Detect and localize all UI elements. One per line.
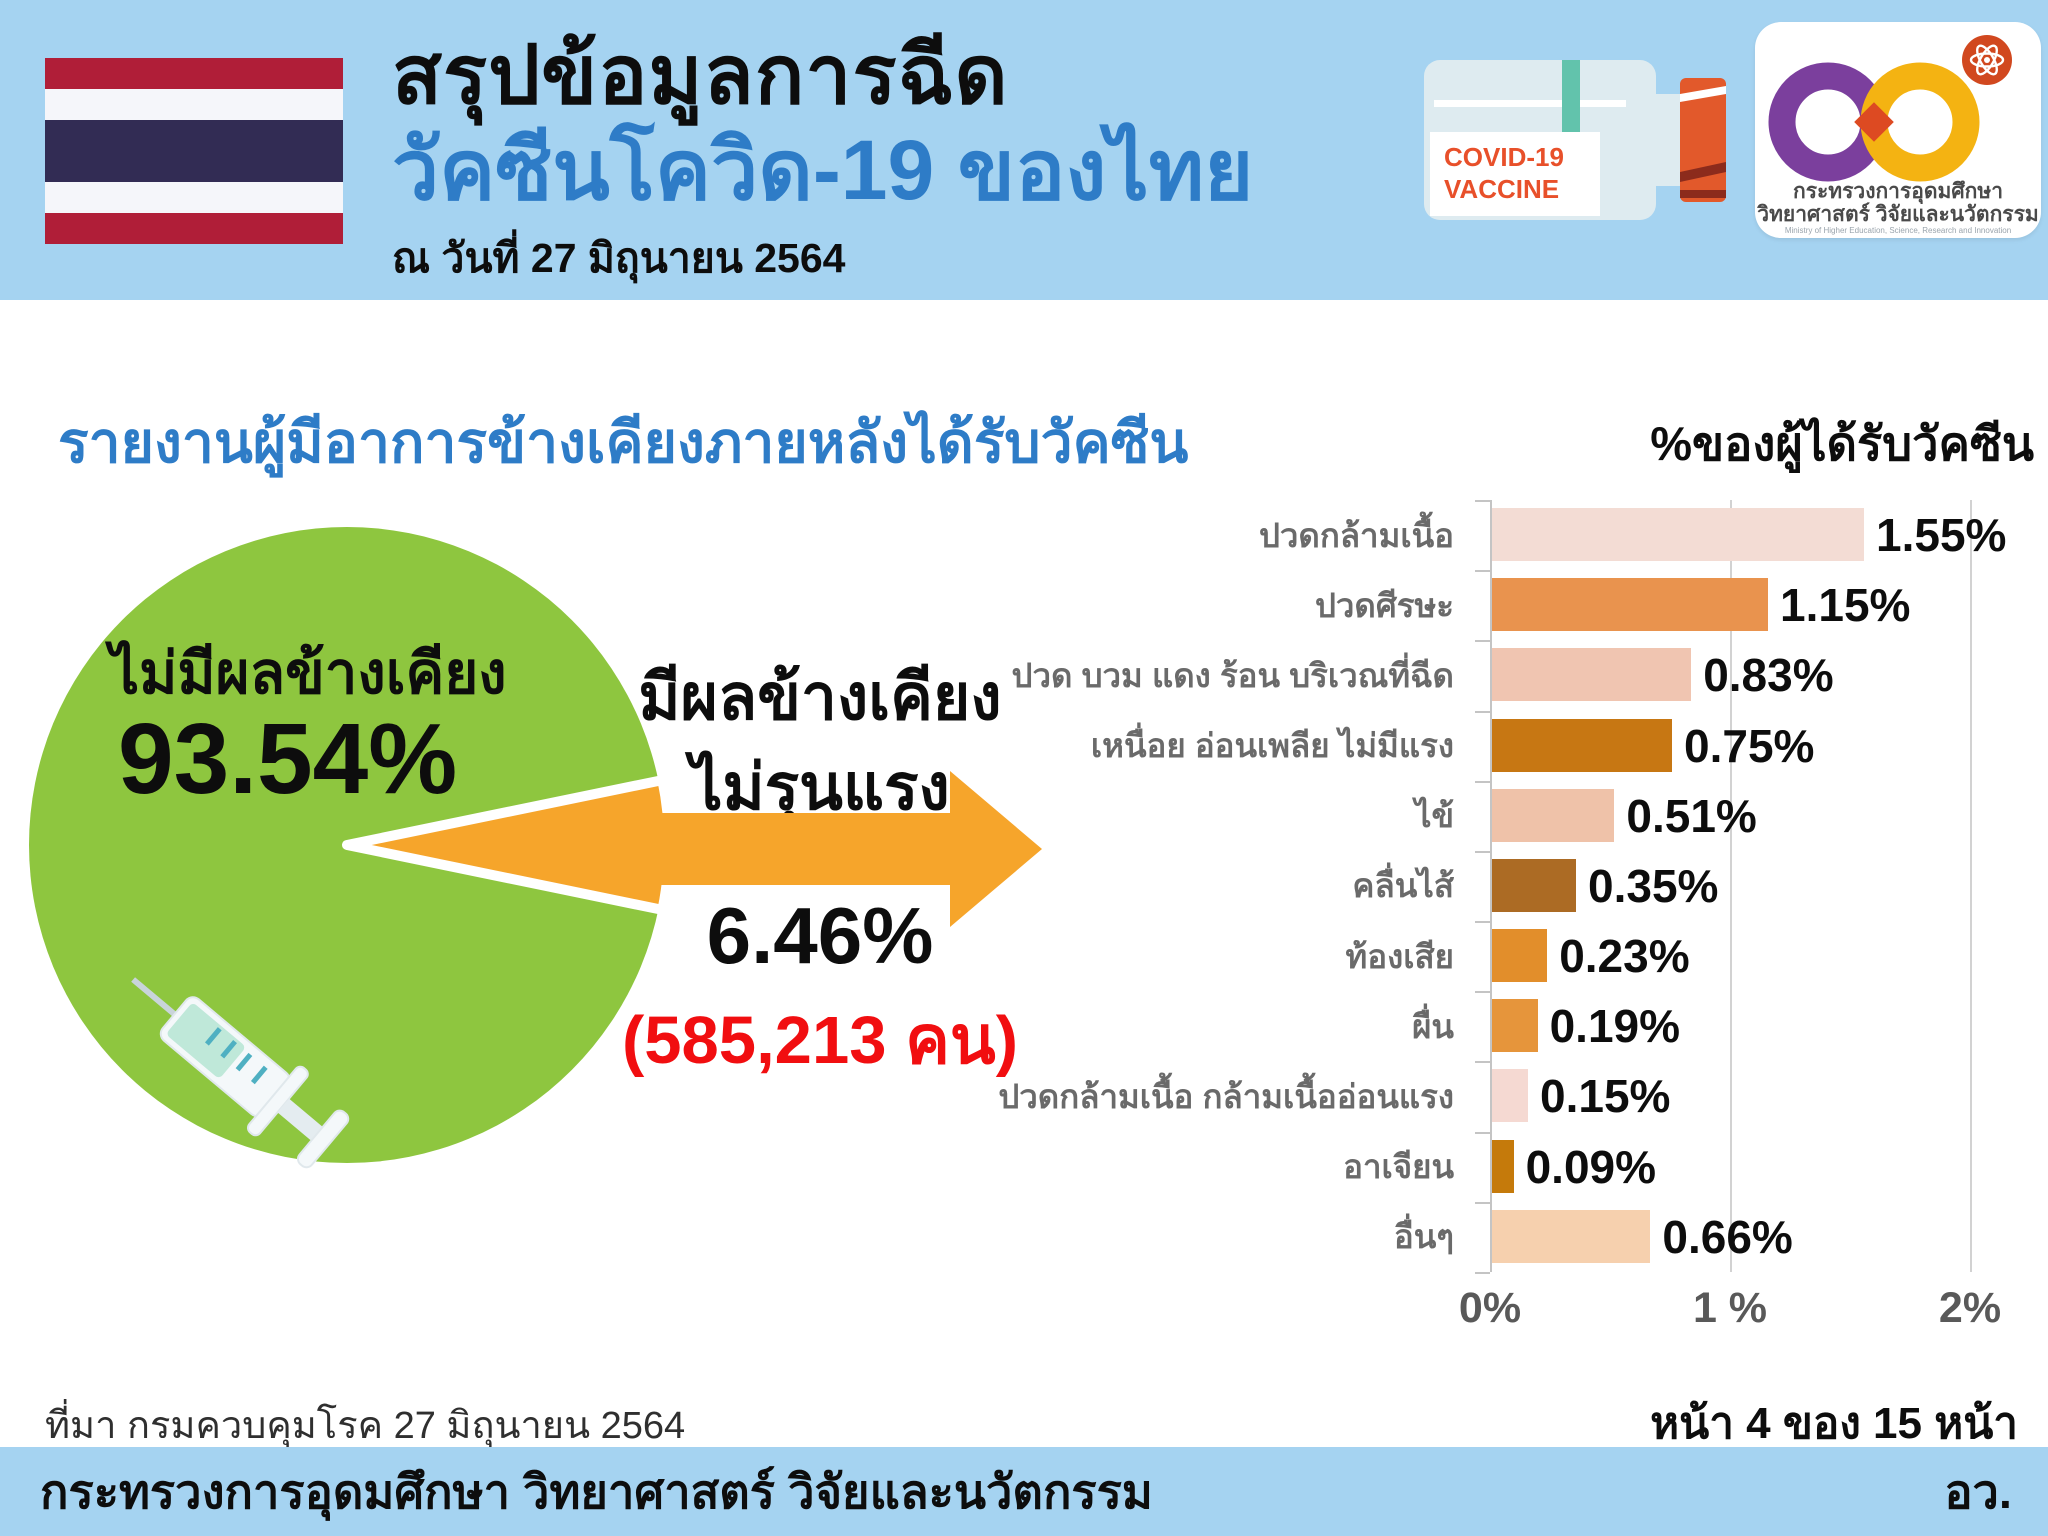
bar <box>1492 999 1538 1053</box>
bar-category-label: เหนื่อย อ่อนเพลีย ไม่มีแรง <box>1090 727 1454 765</box>
bar-value-label: 0.51% <box>1626 789 1757 842</box>
flag-stripe <box>45 89 343 120</box>
footer-bar: กระทรวงการอุดมศึกษา วิทยาศาสตร์ วิจัยและ… <box>0 1447 2048 1536</box>
x-axis-tick-label: 1 % <box>1692 1284 1768 1332</box>
bar <box>1492 858 1576 912</box>
bar <box>1492 1069 1528 1123</box>
vaccine-vial-icon: COVID-19 VACCINE <box>1424 60 1726 220</box>
axis-tick <box>1475 1131 1490 1134</box>
axis-tick <box>1475 850 1490 853</box>
report-date: ณ วันที่ 27 มิถุนายน 2564 <box>392 235 846 281</box>
bar-category-label: ปวดกล้ามเนื้อ กล้ามเนื้ออ่อนแรง <box>998 1077 1454 1115</box>
no-side-effect-value: 93.54% <box>118 703 458 815</box>
ministry-name: กระทรวงการอุดมศึกษา วิทยาศาสตร์ วิจัยและ… <box>40 1465 1153 1518</box>
axis-tick <box>1475 1061 1490 1064</box>
axis-tick <box>1475 921 1490 924</box>
axis-tick <box>1475 1201 1490 1204</box>
bar-category-label: ปวดกล้ามเนื้อ <box>1258 516 1454 554</box>
page-title: สรุปข้อมูลการฉีด <box>392 30 1009 121</box>
page-indicator: หน้า 4 ของ 15 หน้า <box>1650 1399 2018 1448</box>
bar <box>1492 718 1672 772</box>
side-effect-label-line2: ไม่รุนแรง <box>690 751 950 823</box>
flag-stripe <box>45 213 343 244</box>
bar-category-label: ท้องเสีย <box>1345 937 1454 975</box>
bar-value-label: 1.15% <box>1780 579 1911 632</box>
header-banner: สรุปข้อมูลการฉีด วัคซีนโควิด-19 ของไทย ณ… <box>0 0 2048 300</box>
axis-tick <box>1475 710 1490 713</box>
bar-category-label: ไข้ <box>1414 797 1454 835</box>
bar <box>1492 648 1692 702</box>
bar-category-label: อาเจียน <box>1343 1148 1454 1186</box>
logo-thai-line1: กระทรวงการอุดมศึกษา <box>1793 180 2003 205</box>
axis-tick <box>1475 570 1490 573</box>
ministry-logo: กระทรวงการอุดมศึกษา วิทยาศาสตร์ วิจัยและ… <box>1755 22 2041 238</box>
gridline <box>1970 500 1972 1272</box>
bar <box>1492 1209 1651 1263</box>
bar-value-label: 0.23% <box>1559 930 1690 983</box>
y-axis-line <box>1490 500 1492 1272</box>
bar-category-label: ผื่น <box>1412 1007 1454 1045</box>
side-effect-label-line1: มีผลข้างเคียง <box>638 661 1002 733</box>
axis-tick <box>1475 640 1490 643</box>
bar-value-label: 0.75% <box>1684 719 1815 772</box>
bar-value-label: 0.35% <box>1588 859 1719 912</box>
side-effect-value: 6.46% <box>706 891 934 980</box>
axis-tick <box>1475 991 1490 994</box>
bar-plot-area: 1.55% 1.15% 0.83% 0.75% 0.51% 0.35% 0.23% 0.19%… <box>1459 500 2020 1332</box>
bar-category-labels: ปวดกล้ามเนื้อปวดศีรษะปวด บวม แดง ร้อน บร… <box>960 500 1472 1272</box>
ministry-abbreviation: อว. <box>1944 1465 2012 1518</box>
bar-value-label: 0.15% <box>1540 1070 1671 1123</box>
vial-label-line1: COVID-19 <box>1444 142 1564 172</box>
flag-stripe <box>45 58 343 89</box>
bar-category-label: ปวดศีรษะ <box>1314 586 1454 624</box>
axis-tick <box>1475 1272 1490 1274</box>
bar-value-label: 1.55% <box>1876 509 2007 561</box>
bar-category-label: คลื่นไส้ <box>1352 867 1454 905</box>
flag-stripe <box>45 182 343 213</box>
bar-value-label: 0.09% <box>1525 1140 1657 1193</box>
logo-thai-line2: วิทยาศาสตร์ วิจัยและนวัตกรรม <box>1756 202 2039 226</box>
x-axis-tick-label: 2% <box>1938 1284 2002 1332</box>
bar <box>1492 1139 1514 1193</box>
bar <box>1492 929 1548 983</box>
bar-value-label: 0.66% <box>1662 1210 1793 1263</box>
flag-stripe <box>45 120 343 182</box>
bar <box>1492 788 1615 842</box>
axis-tick <box>1475 780 1490 783</box>
syringe-icon <box>131 977 350 1169</box>
side-effect-count: (585,213 คน) <box>621 1003 1019 1078</box>
bar-chart-title: %ของผู้ได้รับวัคซีน <box>1650 417 2034 470</box>
logo-english-line: Ministry of Higher Education, Science, R… <box>1785 226 2011 235</box>
gridline <box>1730 500 1732 1272</box>
bar-category-label: ปวด บวม แดง ร้อน บริเวณที่ฉีด <box>1011 656 1455 694</box>
axis-tick <box>1475 500 1490 502</box>
no-side-effect-label: ไม่มีผลข้างเคียง <box>110 641 507 706</box>
bar-value-label: 0.83% <box>1703 649 1834 702</box>
page-subtitle: วัคซีนโควิด-19 ของไทย <box>392 123 1254 217</box>
bar <box>1492 508 1864 561</box>
section-title: รายงานผู้มีอาการข้างเคียงภายหลังได้รับวั… <box>58 411 1189 475</box>
thailand-flag-icon <box>45 58 343 244</box>
arrow-right-icon <box>650 771 1042 927</box>
vial-label-line2: VACCINE <box>1444 174 1559 204</box>
bar-category-label: อื่นๆ <box>1393 1218 1454 1256</box>
x-axis-tick-label: 0% <box>1458 1284 1522 1332</box>
source-text: ที่มา กรมควบคุมโรค 27 มิถุนายน 2564 <box>45 1405 686 1447</box>
bar-value-label: 0.19% <box>1549 1000 1681 1053</box>
bar <box>1492 578 1768 632</box>
ministry-logo-graphic: กระทรวงการอุดมศึกษา วิทยาศาสตร์ วิจัยและ… <box>1756 35 2039 235</box>
